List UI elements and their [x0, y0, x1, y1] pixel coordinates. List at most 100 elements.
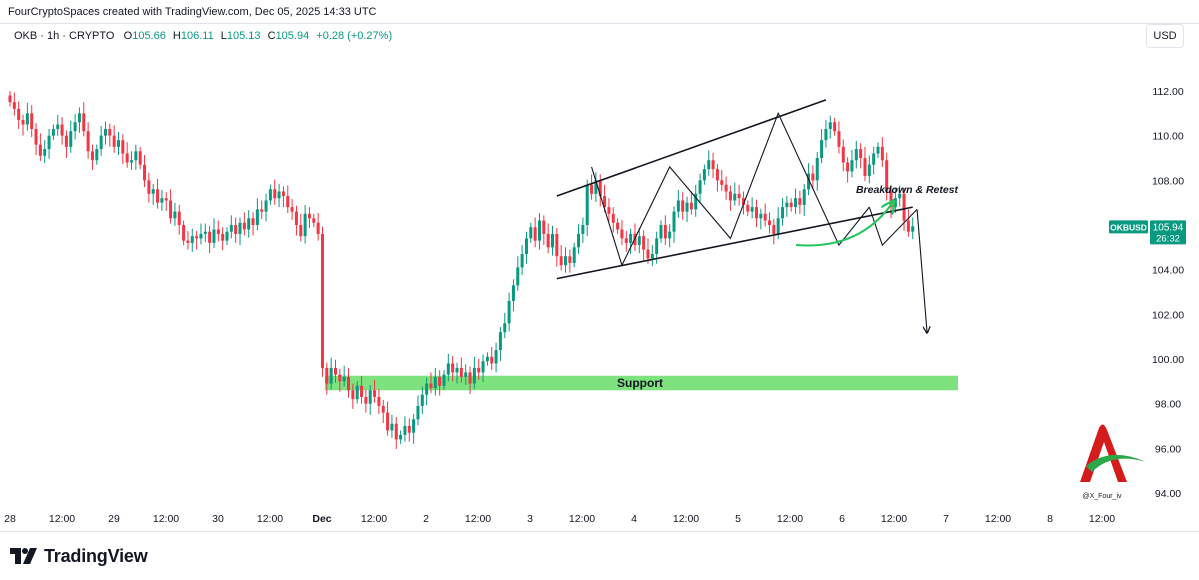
- price-chart[interactable]: Support Breakdown & Retest 112.00 110.00 108…: [0, 0, 1199, 532]
- candle-body: [95, 149, 99, 161]
- candle-body: [876, 146, 880, 154]
- time-tick-label: 12:00: [673, 513, 699, 525]
- candle-body: [373, 390, 377, 397]
- candle-body: [47, 135, 51, 150]
- retest-path: [868, 206, 918, 247]
- tradingview-logo[interactable]: TradingView: [10, 545, 148, 567]
- time-tick-label: 5: [735, 513, 741, 525]
- candle-body: [689, 202, 693, 210]
- candle-body: [711, 160, 715, 170]
- candle-body: [17, 108, 21, 121]
- candle-body: [841, 146, 845, 163]
- candle-body: [650, 254, 654, 259]
- candle-body: [329, 367, 333, 384]
- candle-body: [772, 225, 776, 234]
- candle-body: [455, 367, 459, 373]
- candle-body: [416, 405, 420, 420]
- candle-body: [390, 423, 394, 431]
- candle-body: [754, 207, 758, 219]
- candle-body: [125, 153, 129, 163]
- candle-body: [90, 151, 94, 161]
- candle-body: [533, 227, 537, 241]
- candle-body: [828, 122, 832, 129]
- candle-body: [195, 236, 199, 239]
- candle-body: [672, 211, 676, 232]
- candle-body: [542, 220, 546, 234]
- symbol-legend: OKB · 1h · CRYPTO O105.66 H106.11 L105.1…: [14, 30, 392, 42]
- candle-body: [859, 149, 863, 158]
- price-tick-label: 104.00: [1152, 265, 1184, 277]
- candle-body: [616, 222, 620, 230]
- breakdown-retest-label: Breakdown & Retest: [856, 184, 959, 196]
- candle-body: [307, 213, 311, 219]
- candle-body: [347, 376, 351, 391]
- candle-body: [381, 405, 385, 413]
- candle-body: [559, 256, 563, 266]
- candle-body: [854, 149, 858, 161]
- candle-body: [77, 113, 81, 123]
- time-tick-label: Dec: [312, 513, 331, 525]
- price-tick-label: 108.00: [1152, 175, 1184, 187]
- candle-body: [25, 113, 29, 125]
- candle-body: [702, 169, 706, 181]
- legend-change: +0.28 (+0.27%): [316, 30, 393, 42]
- candle-body: [715, 169, 719, 181]
- candle-body: [151, 189, 155, 194]
- currency-button[interactable]: USD: [1146, 24, 1184, 48]
- candle-body: [798, 198, 802, 205]
- price-tick-label: 100.00: [1152, 354, 1184, 366]
- candle-body: [108, 128, 112, 136]
- watermark-swoosh: [1086, 454, 1146, 472]
- candle-body: [750, 207, 754, 212]
- candle-body: [238, 222, 242, 234]
- candle-body: [64, 135, 68, 147]
- candle-body: [251, 218, 255, 225]
- candle-body: [720, 180, 724, 185]
- candle-body: [624, 238, 628, 243]
- candle-body: [294, 211, 298, 225]
- time-tick-label: 12:00: [881, 513, 907, 525]
- candle-body: [242, 222, 246, 230]
- candle-body: [386, 412, 390, 431]
- candle-body: [833, 122, 837, 132]
- candle-body: [785, 202, 789, 208]
- candle-body: [277, 191, 281, 199]
- candle-body: [156, 189, 160, 203]
- candle-body: [477, 367, 481, 373]
- candle-body: [789, 202, 793, 208]
- time-tick-label: 6: [839, 513, 845, 525]
- candle-body: [846, 162, 850, 172]
- candle-body: [820, 140, 824, 158]
- chart-frame[interactable]: [0, 24, 1199, 532]
- candle-body: [642, 236, 646, 250]
- time-tick-label: 7: [943, 513, 949, 525]
- price-tick-label: 110.00: [1152, 131, 1183, 143]
- candle-body: [741, 198, 745, 205]
- candle-body: [177, 211, 181, 225]
- candle-body: [737, 193, 741, 199]
- candle-body: [429, 383, 433, 389]
- time-tick-label: 30: [212, 513, 224, 525]
- candle-body: [255, 209, 259, 225]
- price-axis: 112.00110.00108.00106.00104.00102.00100.…: [1152, 86, 1184, 500]
- candle-body: [451, 363, 455, 373]
- legend-open-label: O: [123, 30, 133, 42]
- candle-body: [334, 367, 337, 375]
- candle-body: [893, 198, 897, 208]
- candle-body: [164, 198, 168, 201]
- legend-high-label: H: [172, 30, 181, 42]
- legend-symbol[interactable]: OKB · 1h · CRYPTO: [14, 30, 115, 42]
- candle-body: [264, 200, 268, 212]
- candle-body: [364, 396, 368, 404]
- candle-body: [268, 189, 272, 201]
- candle-body: [225, 231, 229, 241]
- candle-body: [73, 122, 77, 132]
- candle-body: [342, 376, 346, 382]
- time-tick-label: 29: [108, 513, 120, 525]
- candle-body: [776, 218, 780, 234]
- countdown-label: 26:32: [1156, 233, 1180, 244]
- candle-body: [221, 233, 225, 241]
- candle-body: [802, 189, 806, 205]
- candle-body: [299, 225, 303, 237]
- candle-body: [56, 124, 60, 129]
